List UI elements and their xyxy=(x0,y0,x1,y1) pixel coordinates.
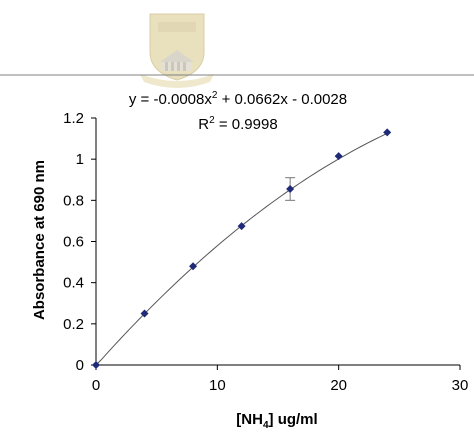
trendline xyxy=(95,132,388,366)
y-tick-label: 1 xyxy=(76,151,84,168)
data-point xyxy=(334,152,343,161)
data-point xyxy=(92,361,100,369)
y-tick-label: 0.6 xyxy=(63,234,84,251)
x-tick-label: 0 xyxy=(92,377,100,394)
data-point xyxy=(189,262,198,271)
y-tick-label: 0 xyxy=(76,357,84,374)
data-point xyxy=(286,185,295,194)
y-tick-label: 1.2 xyxy=(63,110,84,127)
x-tick-label: 10 xyxy=(209,377,226,394)
y-ticks: 0 0.2 0.4 0.6 0.8 1 1.2 xyxy=(63,110,96,374)
data-point xyxy=(237,222,246,231)
equation-label: y = -0.0008x2 + 0.0662x - 0.0028 xyxy=(129,90,347,108)
crest-logo xyxy=(140,13,214,88)
x-axis-title: [NH4] ug/ml xyxy=(236,411,317,431)
data-points xyxy=(92,128,392,369)
y-axis-title: Absorbance at 690 nm xyxy=(31,160,48,320)
data-point xyxy=(140,309,149,318)
x-tick-label: 30 xyxy=(452,377,469,394)
axes xyxy=(95,118,460,366)
y-tick-label: 0.2 xyxy=(63,316,84,333)
y-tick-label: 0.4 xyxy=(63,275,84,292)
data-point xyxy=(383,128,392,137)
x-tick-label: 20 xyxy=(330,377,347,394)
x-ticks: 0 10 20 30 xyxy=(92,365,469,394)
y-tick-label: 0.8 xyxy=(63,192,84,209)
r-squared-label: R2 = 0.9998 xyxy=(198,115,277,133)
